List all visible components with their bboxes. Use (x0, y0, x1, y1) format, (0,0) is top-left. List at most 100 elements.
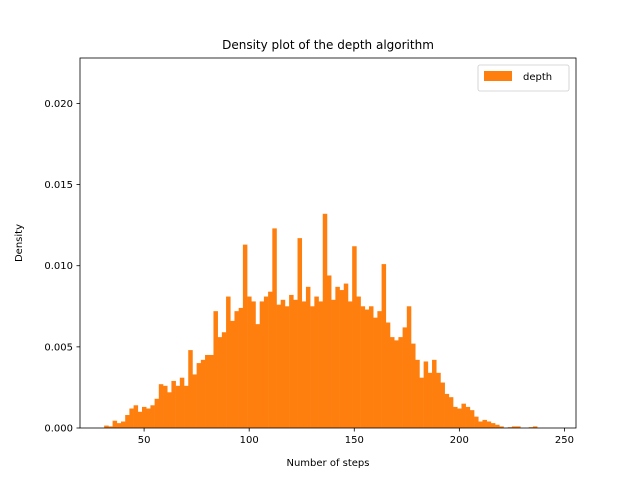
histogram-bar (432, 359, 437, 428)
histogram-bar (453, 406, 458, 428)
histogram-bar (251, 301, 256, 428)
histogram-bar (402, 327, 408, 428)
histogram-bar (448, 397, 454, 428)
histogram-bar (234, 311, 239, 428)
histogram-bar (457, 408, 462, 428)
histogram-bar (192, 374, 197, 428)
histogram-bar (184, 385, 189, 428)
histogram-bar (255, 324, 260, 428)
y-axis-ticks: 0.000 0.005 0.010 0.015 0.020 (44, 99, 80, 435)
legend-swatch (484, 71, 512, 81)
histogram-bar (188, 350, 193, 428)
histogram-bar (200, 359, 206, 428)
y-tick-label: 0.015 (44, 180, 73, 191)
histogram-bar (104, 425, 109, 428)
histogram-bar (326, 275, 332, 428)
y-tick-label: 0.010 (44, 261, 73, 272)
legend-label-depth: depth (523, 72, 552, 83)
histogram-bar (171, 380, 176, 428)
histogram-bar (226, 296, 231, 428)
histogram-bar (301, 301, 307, 428)
histogram-bar (120, 421, 126, 428)
histogram-bar (259, 301, 265, 428)
histogram-bar (444, 393, 450, 428)
histogram-bar (398, 337, 403, 428)
x-axis-label: Number of steps (286, 458, 369, 469)
histogram-bar (268, 291, 273, 428)
bars-group (104, 213, 538, 428)
x-tick-label: 50 (138, 435, 151, 446)
histogram-bar (242, 244, 248, 428)
chart-title: Density plot of the depth algorithm (222, 38, 434, 52)
histogram-bar (507, 427, 513, 428)
x-axis-ticks: 50 100 150 200 250 (138, 428, 574, 446)
histogram-bar (347, 301, 353, 428)
histogram-bar (343, 283, 349, 428)
histogram-bar (196, 363, 202, 428)
histogram-bar (133, 405, 139, 428)
histogram-bar (381, 264, 387, 428)
histogram-bar (331, 299, 336, 428)
histogram-bar (469, 410, 475, 428)
histogram-bar (377, 311, 382, 428)
histogram-bar (322, 213, 328, 428)
histogram-bar (230, 320, 235, 428)
histogram-bar (516, 426, 521, 428)
histogram-bar (238, 307, 244, 428)
histogram-bar (272, 228, 277, 428)
histogram-bar (146, 408, 151, 428)
histogram-bar (247, 296, 252, 428)
histogram-bar (461, 403, 466, 428)
y-tick-label: 0.000 (44, 424, 73, 435)
histogram-bar (108, 426, 113, 428)
histogram-bar (423, 361, 429, 428)
histogram-bar (368, 306, 374, 428)
histogram-bar (205, 354, 210, 428)
histogram-bar (528, 427, 534, 428)
histogram-bar (293, 299, 298, 428)
histogram-bar (440, 382, 445, 428)
y-tick-label: 0.020 (44, 99, 73, 110)
histogram-bar (217, 337, 223, 428)
histogram-bar (221, 332, 227, 428)
histogram-bar (373, 317, 378, 428)
histogram-bar (360, 306, 366, 428)
histogram-bar (175, 385, 181, 428)
y-axis-label: Density (14, 224, 25, 262)
histogram-bar (465, 406, 471, 428)
histogram-bar (482, 419, 487, 428)
histogram-bar (486, 421, 492, 428)
histogram-bar (478, 421, 483, 428)
y-tick-label: 0.005 (44, 342, 73, 353)
histogram-bar (310, 306, 315, 428)
histogram-bar (427, 372, 433, 428)
x-tick-label: 250 (555, 435, 574, 446)
histogram-bar (474, 416, 479, 428)
histogram-bar (495, 424, 500, 428)
histogram-bar (263, 296, 269, 428)
histogram-bar (125, 415, 130, 428)
histogram-bar (158, 384, 164, 428)
histogram-bar (335, 286, 340, 428)
histogram-bar (154, 398, 160, 428)
histogram-bar (390, 337, 395, 428)
histogram-bar (419, 377, 424, 428)
histogram-bar (318, 301, 324, 428)
histogram-bar (213, 311, 218, 428)
histogram-bar (415, 359, 420, 428)
plot-frame (79, 57, 577, 429)
histogram-bar (297, 238, 303, 428)
histogram-bar (284, 306, 290, 428)
histogram-bar (490, 423, 496, 428)
histogram-bar (209, 354, 214, 428)
histogram-bar (179, 377, 185, 428)
legend: depth (477, 64, 570, 92)
histogram-bar (356, 296, 361, 428)
histogram-bar (305, 286, 311, 428)
histogram-bar (112, 420, 118, 428)
histogram-bar (280, 299, 286, 428)
histogram-bar (411, 343, 416, 428)
histogram-bar (511, 426, 517, 428)
histogram-bar (314, 296, 319, 428)
